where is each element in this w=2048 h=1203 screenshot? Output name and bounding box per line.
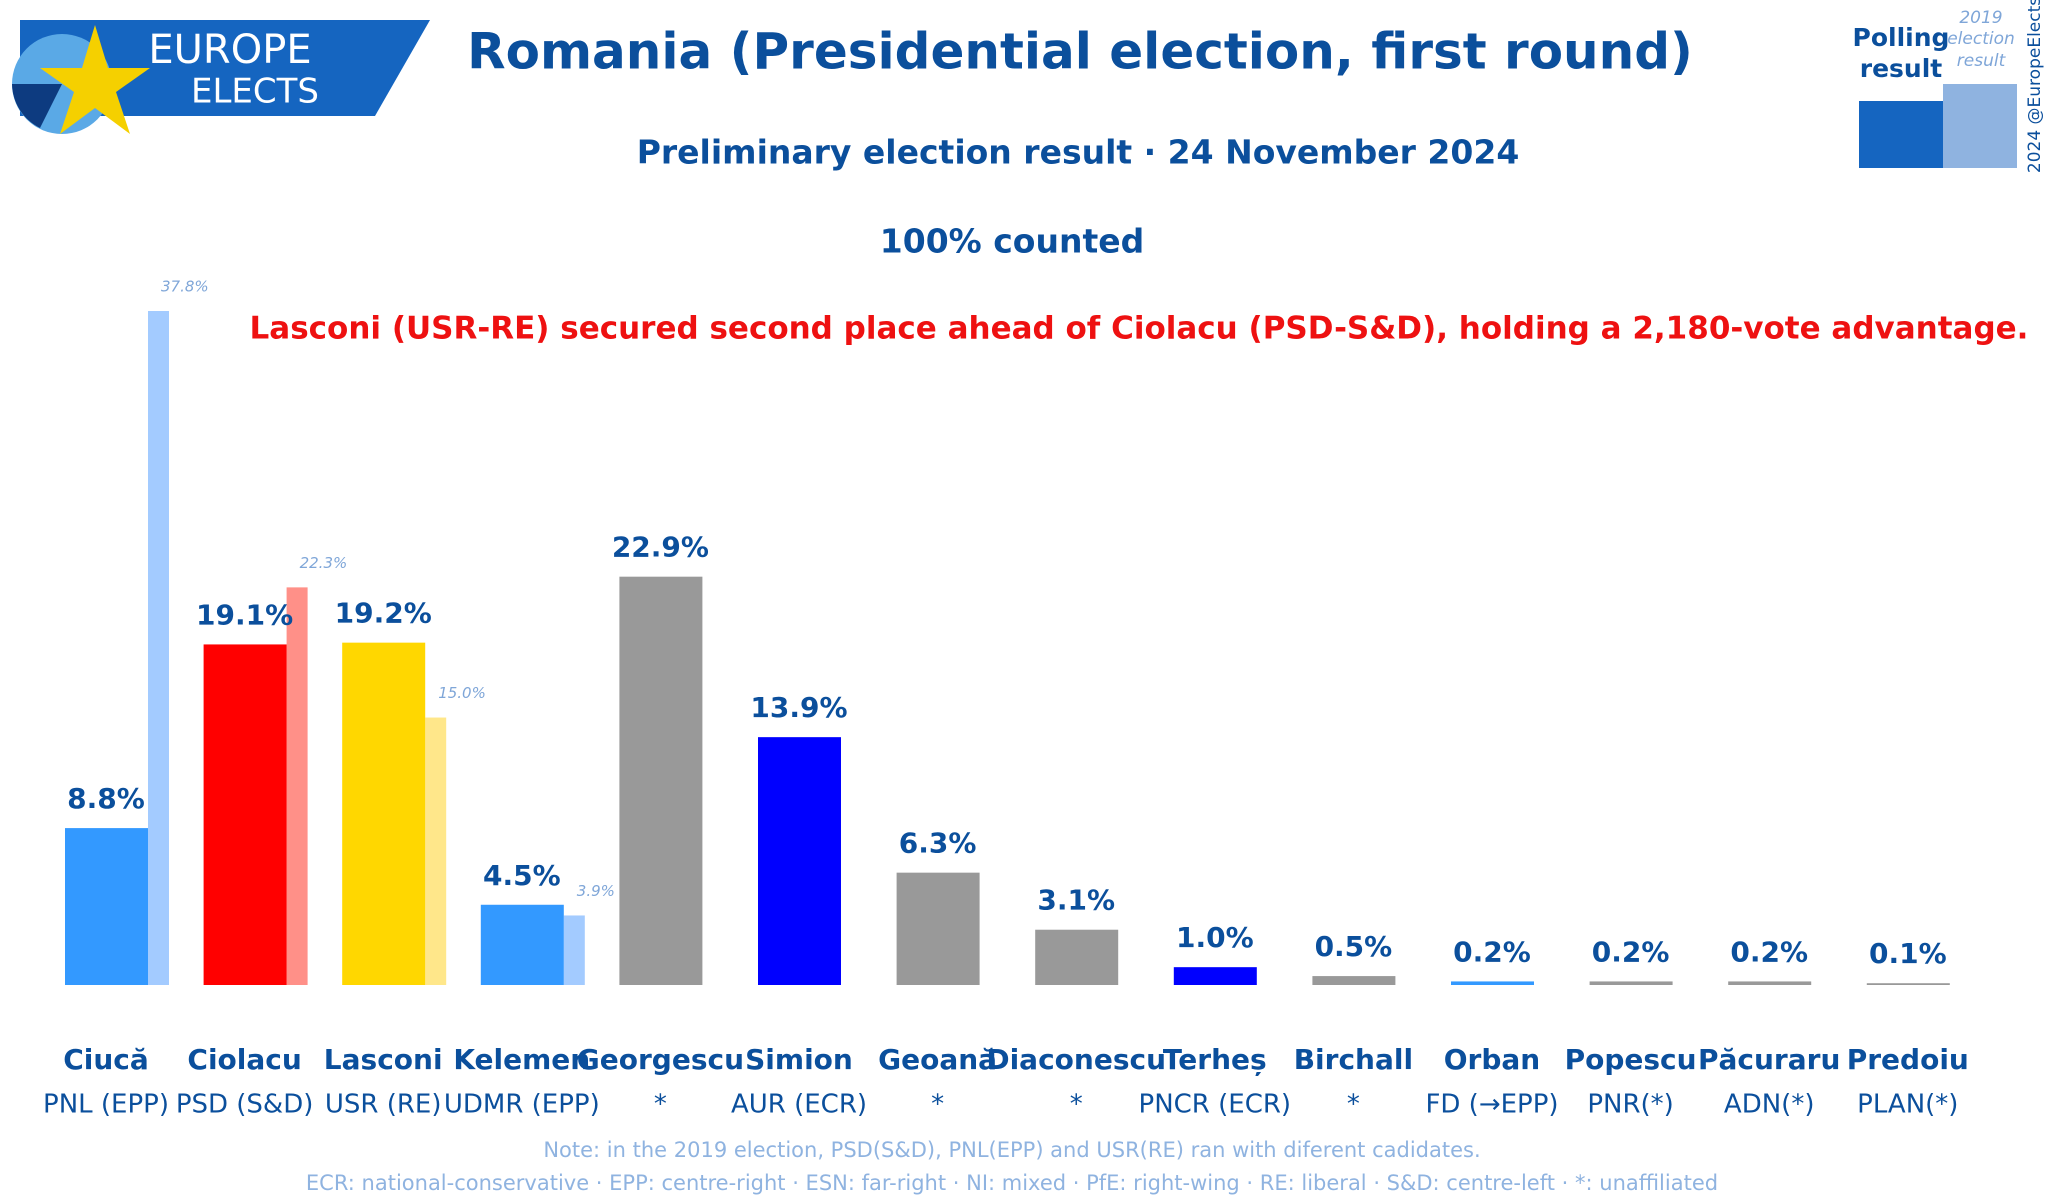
chart-title: Romania (Presidential election, first ro… xyxy=(467,23,1693,81)
bar-2019 xyxy=(425,717,447,985)
bar xyxy=(203,644,287,985)
bar-2019 xyxy=(286,587,308,985)
party-label: PNL (EPP) xyxy=(43,1090,169,1120)
value-label-2019: 15.0% xyxy=(438,684,486,702)
bar xyxy=(65,828,148,985)
bar xyxy=(896,872,980,985)
value-label: 19.2% xyxy=(335,597,432,630)
bar-2019 xyxy=(563,915,585,985)
party-label: * xyxy=(1070,1090,1083,1120)
x-tick-label: Terheș xyxy=(1163,1043,1267,1076)
legend-label: Polling result xyxy=(1852,23,1950,84)
annotation: Lasconi (USR-RE) secured second place ah… xyxy=(250,311,2029,347)
bar xyxy=(758,737,841,985)
x-tick-label: Predoiu xyxy=(1847,1043,1969,1076)
value-label: 4.5% xyxy=(483,859,561,892)
x-tick-label: Orban xyxy=(1444,1043,1540,1076)
bar xyxy=(1035,929,1119,985)
party-label: PSD (S&D) xyxy=(176,1090,314,1120)
bar xyxy=(1312,976,1396,985)
party-label: UDMR (EPP) xyxy=(444,1090,600,1120)
x-tick-label: Georgescu xyxy=(577,1043,744,1076)
value-label: 0.2% xyxy=(1730,935,1808,968)
party-label: FD (→EPP) xyxy=(1425,1090,1558,1120)
value-label: 0.2% xyxy=(1453,935,1531,968)
logo-text: EUROPE xyxy=(148,27,311,73)
x-tick-label: Popescu xyxy=(1565,1043,1697,1076)
copyright: 2024 @EuropeElects xyxy=(2025,0,2045,173)
note: Note: in the 2019 election, PSD(S&D), PN… xyxy=(543,1138,1480,1162)
bar-2019 xyxy=(148,311,169,985)
status: 100% counted xyxy=(880,222,1144,261)
chart-subtitle: Preliminary election result · 24 Novembe… xyxy=(637,133,1520,172)
x-tick-label: Simion xyxy=(745,1043,853,1076)
bar xyxy=(1173,967,1257,985)
x-tick-label: Păcuraru xyxy=(1698,1043,1840,1076)
party-label: PNR(*) xyxy=(1587,1090,1673,1120)
value-label: 19.1% xyxy=(196,598,293,631)
x-tick-label: Ciucă xyxy=(63,1043,149,1076)
logo-segment xyxy=(12,84,62,128)
bar xyxy=(1451,981,1534,985)
logo-text: ELECTS xyxy=(191,72,319,112)
value-label: 3.1% xyxy=(1037,884,1115,917)
value-label: 6.3% xyxy=(899,827,977,860)
logo-banner xyxy=(20,20,430,116)
x-tick-label: Birchall xyxy=(1294,1043,1413,1076)
value-label-2019: 3.9% xyxy=(577,882,615,900)
x-tick-label: Kelemen xyxy=(453,1043,590,1076)
value-label: 0.5% xyxy=(1315,930,1393,963)
value-label: 1.0% xyxy=(1176,921,1254,954)
party-label: * xyxy=(1347,1090,1360,1120)
value-label-2019: 37.8% xyxy=(161,278,209,296)
value-label: 0.1% xyxy=(1869,937,1947,970)
party-label: * xyxy=(654,1090,667,1120)
bar xyxy=(342,642,426,985)
x-tick-label: Lasconi xyxy=(324,1043,443,1076)
party-label: USR (RE) xyxy=(325,1090,442,1120)
legend-swatch xyxy=(1943,84,2017,168)
bar xyxy=(619,576,703,985)
logo-star xyxy=(40,25,150,134)
x-tick-label: Diaconescu xyxy=(986,1043,1166,1076)
party-label: AUR (ECR) xyxy=(731,1090,867,1120)
value-label: 0.2% xyxy=(1592,935,1670,968)
value-label: 22.9% xyxy=(612,531,709,564)
bar xyxy=(480,904,564,985)
x-tick-label: Ciolacu xyxy=(187,1043,301,1076)
x-tick-label: Geoană xyxy=(878,1043,997,1076)
legend-swatch xyxy=(1859,101,1943,168)
value-label: 13.9% xyxy=(750,691,847,724)
party-label: PNCR (ECR) xyxy=(1139,1090,1292,1120)
value-label: 8.8% xyxy=(67,782,145,815)
value-label-2019: 22.3% xyxy=(300,554,348,572)
bar xyxy=(1866,983,1950,985)
bar xyxy=(1589,981,1673,985)
bar xyxy=(1728,981,1812,985)
note: ECR: national-conservative · EPP: centre… xyxy=(306,1171,1718,1195)
party-label: * xyxy=(931,1090,944,1120)
party-label: ADN(*) xyxy=(1724,1090,1815,1120)
party-label: PLAN(*) xyxy=(1857,1090,1958,1120)
legend-label: 2019 election result xyxy=(1947,8,2015,71)
